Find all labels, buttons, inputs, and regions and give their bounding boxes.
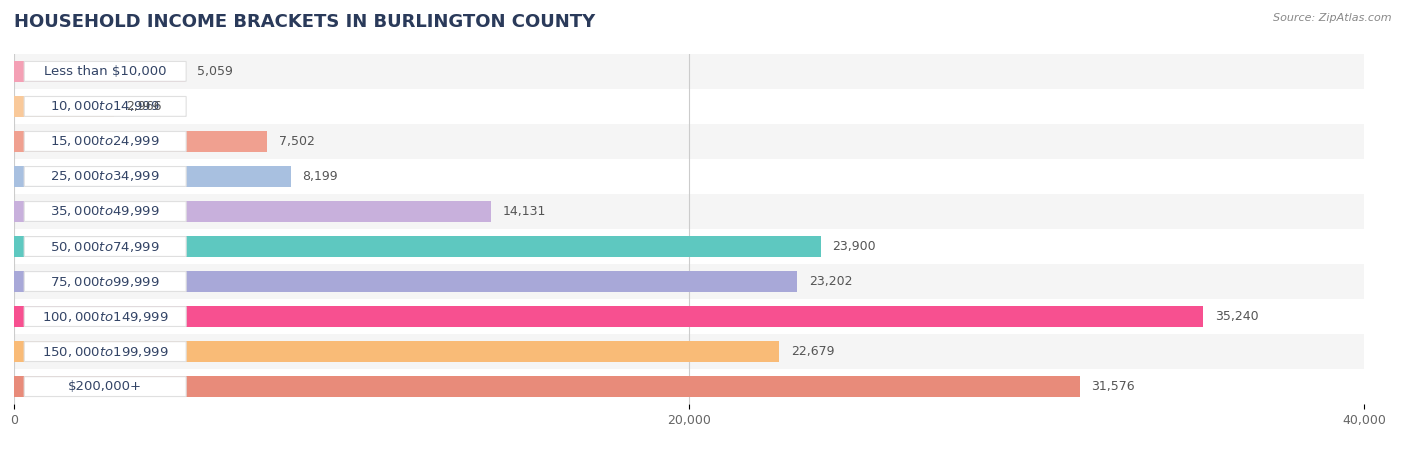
Bar	[14, 201, 491, 222]
Text: $50,000 to $74,999: $50,000 to $74,999	[51, 239, 160, 254]
Bar	[14, 131, 267, 152]
Bar	[14, 306, 1204, 327]
Bar	[14, 341, 779, 362]
FancyBboxPatch shape	[24, 377, 186, 396]
FancyBboxPatch shape	[24, 132, 186, 151]
Text: 23,202: 23,202	[808, 275, 852, 288]
FancyBboxPatch shape	[24, 202, 186, 221]
Bar	[14, 299, 1364, 334]
Text: 35,240: 35,240	[1215, 310, 1258, 323]
Text: $100,000 to $149,999: $100,000 to $149,999	[42, 309, 169, 324]
Bar	[14, 166, 291, 187]
FancyBboxPatch shape	[24, 167, 186, 186]
FancyBboxPatch shape	[24, 237, 186, 256]
Bar	[14, 369, 1364, 404]
Text: 8,199: 8,199	[302, 170, 339, 183]
Text: $15,000 to $24,999: $15,000 to $24,999	[51, 134, 160, 149]
Bar	[14, 124, 1364, 159]
Bar	[14, 89, 1364, 124]
Bar	[14, 159, 1364, 194]
Text: 5,059: 5,059	[197, 65, 232, 78]
Text: $35,000 to $49,999: $35,000 to $49,999	[51, 204, 160, 219]
FancyBboxPatch shape	[24, 307, 186, 326]
Bar	[14, 236, 821, 257]
Text: 23,900: 23,900	[832, 240, 876, 253]
FancyBboxPatch shape	[24, 62, 186, 81]
Text: 31,576: 31,576	[1091, 380, 1135, 393]
Bar	[14, 54, 1364, 89]
Bar	[14, 376, 1080, 397]
FancyBboxPatch shape	[24, 97, 186, 116]
Bar	[14, 334, 1364, 369]
Bar	[14, 229, 1364, 264]
Bar	[14, 264, 1364, 299]
Bar	[14, 96, 114, 117]
Text: 7,502: 7,502	[278, 135, 315, 148]
Bar	[14, 194, 1364, 229]
Text: 2,966: 2,966	[127, 100, 162, 113]
FancyBboxPatch shape	[24, 342, 186, 361]
Bar	[14, 271, 797, 292]
Text: 14,131: 14,131	[503, 205, 546, 218]
Text: 22,679: 22,679	[792, 345, 835, 358]
FancyBboxPatch shape	[24, 272, 186, 291]
Text: $25,000 to $34,999: $25,000 to $34,999	[51, 169, 160, 184]
Bar	[14, 61, 184, 82]
Text: $75,000 to $99,999: $75,000 to $99,999	[51, 274, 160, 289]
Text: $200,000+: $200,000+	[67, 380, 142, 393]
Text: Source: ZipAtlas.com: Source: ZipAtlas.com	[1274, 13, 1392, 23]
Text: HOUSEHOLD INCOME BRACKETS IN BURLINGTON COUNTY: HOUSEHOLD INCOME BRACKETS IN BURLINGTON …	[14, 13, 595, 31]
Text: $10,000 to $14,999: $10,000 to $14,999	[51, 99, 160, 114]
Text: $150,000 to $199,999: $150,000 to $199,999	[42, 344, 169, 359]
Text: Less than $10,000: Less than $10,000	[44, 65, 166, 78]
